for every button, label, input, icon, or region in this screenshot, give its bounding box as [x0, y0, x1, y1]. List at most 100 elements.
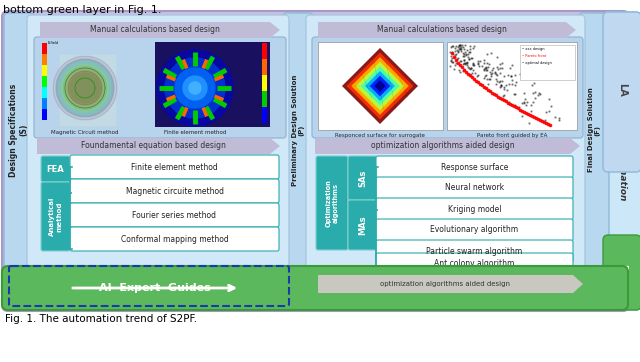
Text: LA: LA: [617, 83, 627, 97]
Text: Semi Automation: Semi Automation: [618, 113, 627, 201]
Point: [465, 46, 475, 51]
Text: Response surface: Response surface: [441, 163, 508, 172]
Bar: [262, 59, 267, 75]
Point: [499, 73, 509, 79]
Point: [456, 45, 466, 50]
Point: [508, 77, 518, 83]
Point: [464, 65, 474, 71]
Point: [479, 84, 489, 90]
FancyBboxPatch shape: [283, 13, 313, 276]
Point: [472, 73, 482, 79]
Polygon shape: [62, 65, 108, 111]
Point: [455, 43, 465, 49]
Bar: [42, 43, 47, 54]
Text: Design Specifications
(S): Design Specifications (S): [10, 83, 29, 177]
Point: [479, 66, 490, 72]
Polygon shape: [351, 57, 409, 115]
Point: [503, 100, 513, 106]
Point: [507, 81, 517, 87]
Point: [475, 81, 485, 87]
Point: [504, 81, 514, 87]
Point: [522, 99, 532, 105]
Text: Manual calculations based design: Manual calculations based design: [90, 25, 220, 34]
Point: [447, 50, 457, 55]
Point: [527, 82, 538, 88]
Polygon shape: [365, 71, 395, 101]
Point: [480, 73, 490, 79]
Point: [530, 95, 540, 101]
Polygon shape: [356, 62, 404, 110]
Point: [554, 117, 564, 123]
Point: [480, 65, 490, 71]
FancyBboxPatch shape: [41, 182, 70, 251]
Point: [462, 60, 472, 66]
FancyBboxPatch shape: [41, 156, 70, 182]
Point: [449, 45, 460, 51]
Point: [533, 92, 543, 98]
Point: [456, 46, 466, 51]
Polygon shape: [270, 138, 280, 154]
Point: [450, 54, 460, 60]
Polygon shape: [157, 50, 233, 126]
Point: [460, 60, 470, 66]
FancyBboxPatch shape: [2, 266, 628, 310]
Point: [468, 62, 478, 68]
Point: [481, 64, 492, 70]
Point: [499, 84, 509, 90]
Text: Preliminary Design Solution
(P): Preliminary Design Solution (P): [291, 74, 305, 186]
Text: Responced surface for surrogate: Responced surface for surrogate: [335, 133, 425, 138]
Point: [525, 112, 535, 118]
Point: [495, 78, 505, 84]
Text: Neural network: Neural network: [445, 184, 504, 193]
Point: [501, 98, 511, 104]
Point: [450, 62, 460, 68]
Point: [493, 79, 504, 85]
Point: [479, 57, 489, 63]
Point: [459, 57, 469, 63]
Point: [470, 70, 480, 76]
Point: [530, 89, 540, 95]
Point: [454, 43, 464, 49]
Point: [537, 118, 547, 124]
Point: [455, 70, 465, 75]
Point: [545, 103, 556, 109]
Point: [531, 115, 541, 121]
Point: [459, 54, 469, 59]
Point: [479, 67, 489, 72]
Point: [527, 90, 538, 96]
Point: [492, 54, 502, 60]
Point: [460, 51, 470, 57]
Point: [447, 51, 458, 57]
Text: Analytical
method: Analytical method: [49, 197, 62, 236]
FancyBboxPatch shape: [376, 240, 573, 262]
Bar: [155, 42, 270, 127]
Point: [486, 71, 496, 77]
FancyBboxPatch shape: [603, 12, 640, 310]
Point: [445, 63, 456, 69]
Point: [465, 43, 475, 49]
Text: Final Design Solution
(F): Final Design Solution (F): [588, 88, 600, 172]
Point: [458, 50, 468, 56]
Point: [483, 81, 493, 87]
Point: [490, 72, 500, 77]
FancyBboxPatch shape: [4, 13, 34, 276]
Point: [491, 92, 501, 98]
Polygon shape: [570, 138, 580, 154]
FancyBboxPatch shape: [316, 156, 348, 250]
Text: Fig. 1. The automation trend of S2PF.: Fig. 1. The automation trend of S2PF.: [5, 314, 197, 324]
Point: [454, 46, 465, 52]
Point: [452, 55, 463, 61]
Polygon shape: [175, 68, 215, 108]
Point: [473, 79, 483, 85]
Point: [481, 67, 492, 73]
Point: [482, 60, 492, 66]
Point: [446, 58, 456, 64]
Point: [465, 49, 475, 55]
Point: [509, 91, 519, 97]
Polygon shape: [347, 52, 413, 119]
Bar: [447, 42, 577, 130]
Point: [481, 67, 491, 73]
Bar: [262, 107, 267, 123]
Polygon shape: [63, 66, 107, 110]
Point: [451, 57, 461, 63]
